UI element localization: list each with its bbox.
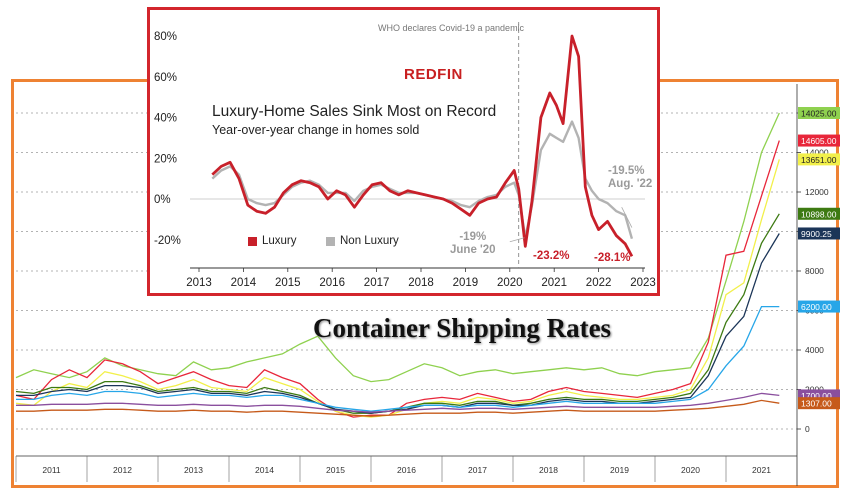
x-tick-label: 2011	[42, 465, 61, 475]
luxury-chart-title: Luxury-Home Sales Sink Most on Record	[212, 103, 497, 120]
redfin-logo: REDFIN	[404, 66, 463, 83]
legend-non-luxury: Non Luxury	[326, 235, 399, 247]
luxury-line	[211, 34, 634, 257]
last-value-tag-bg	[798, 134, 840, 147]
non-luxury-last-date: Aug. '22	[608, 178, 653, 190]
series-line	[15, 112, 780, 383]
x-tick-label: 2021	[752, 465, 771, 475]
last-value-tag: 10898.00	[798, 207, 840, 220]
last-value-tag-label: 14025.00	[801, 109, 837, 119]
x-tick-label: 2012	[113, 465, 132, 475]
y-tick-label: 20%	[154, 153, 177, 165]
non-luxury-low-date: June '20	[450, 244, 496, 256]
x-tick-label: 2018	[408, 277, 434, 289]
redfin-card: -20% 0% 20% 40% 60% 80% 2013 2014 2015 2016 2017 20…	[147, 7, 660, 296]
last-value-tag-bg	[798, 107, 840, 119]
last-value-tag-bg	[798, 227, 840, 240]
y-tick-label: 60%	[154, 72, 177, 84]
non-luxury-low-annotation: -19% June '20	[450, 231, 496, 257]
non-luxury-last-annotation: -19.5% Aug. '22	[608, 165, 652, 191]
x-tick-label: 2020	[681, 465, 700, 475]
series-line	[16, 392, 780, 413]
last-value-tag-label: 13651.00	[801, 155, 837, 165]
last-value-tag-bg	[798, 397, 840, 410]
series-line	[16, 399, 780, 417]
y-tick-label: 4000	[805, 345, 824, 355]
last-value-tag-bg	[798, 300, 840, 313]
series-line	[15, 213, 780, 414]
legend-luxury-label: Luxury	[262, 235, 297, 247]
non-luxury-line	[211, 120, 634, 240]
x-tick-label: 2019	[453, 277, 479, 289]
legend-luxury-swatch	[248, 236, 257, 246]
x-tick-label: 2016	[319, 277, 345, 289]
series-line	[15, 159, 780, 418]
x-tick-label: 2013	[186, 277, 212, 289]
x-tick-label: 2019	[610, 465, 629, 475]
y-tick-label: 14000	[805, 148, 829, 158]
legend-non-luxury-swatch	[326, 236, 335, 246]
y-tick-label: -20%	[154, 235, 181, 247]
x-tick-label: 2013	[184, 465, 203, 475]
last-value-tag: 1307.00	[798, 397, 840, 410]
luxury-chart-subtitle: Year-over-year change in homes sold	[212, 123, 420, 137]
x-tick-label: 2014	[255, 465, 274, 475]
x-tick-label: 2016	[397, 465, 416, 475]
non-luxury-last-pct: -19.5%	[608, 165, 645, 177]
last-value-tag-label: 1700.00	[801, 391, 832, 401]
last-value-tag: 9900.25	[798, 227, 840, 240]
last-value-tag-label: 10898.00	[801, 209, 837, 219]
non-luxury-low-pct: -19%	[459, 231, 487, 243]
non-luxury-low-leader	[509, 237, 525, 243]
non-luxury-last-leader	[621, 206, 633, 228]
luxury-chart: -20% 0% 20% 40% 60% 80% 2013 2014 2015 2016 2017 20…	[154, 22, 656, 289]
covid-annotation: WHO declares Covid-19 a pandemic	[378, 23, 525, 33]
y-tick-label: 40%	[154, 113, 177, 125]
legend-luxury: Luxury	[248, 235, 297, 247]
x-tick-label: 2015	[275, 277, 301, 289]
x-tick-label: 2017	[364, 277, 390, 289]
last-value-tag: 14025.00	[798, 107, 840, 119]
y-tick-label: 80%	[154, 31, 177, 43]
last-value-tag: 14605.00	[798, 134, 840, 147]
last-value-tag-label: 1307.00	[801, 399, 832, 409]
last-value-tag-label: 14605.00	[801, 136, 837, 146]
luxury-last-annotation: -28.1%	[594, 252, 631, 264]
x-tick-label: 2014	[231, 277, 257, 289]
last-value-tag: 13651.00	[798, 153, 840, 166]
last-value-tag-bg	[798, 153, 840, 166]
x-tick-label: 2015	[326, 465, 345, 475]
luxury-low-2020-annotation: -23.2%	[533, 250, 570, 262]
series-line	[16, 305, 780, 412]
legend-non-luxury-label: Non Luxury	[340, 235, 399, 247]
last-value-tag: 6200.00	[798, 300, 840, 313]
x-tick-label: 2020	[497, 277, 523, 289]
y-tick-label: 12000	[805, 187, 829, 197]
x-tick-label: 2018	[539, 465, 558, 475]
last-value-tag-bg	[798, 207, 840, 220]
last-value-tag-label: 6200.00	[801, 302, 832, 312]
y-tick-label: 8000	[805, 266, 824, 276]
y-tick-label: 0%	[154, 194, 171, 206]
last-value-tag-label: 9900.25	[801, 229, 832, 239]
y-tick-label: 0	[805, 424, 810, 434]
x-tick-label: 2023	[630, 277, 656, 289]
x-tick-label: 2017	[468, 465, 487, 475]
x-tick-label: 2021	[541, 277, 567, 289]
x-tick-label: 2022	[586, 277, 612, 289]
shipping-chart-title: Container Shipping Rates	[313, 313, 612, 343]
